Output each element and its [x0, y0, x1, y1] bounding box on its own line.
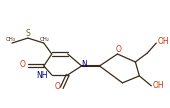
Text: O: O: [20, 60, 26, 69]
Text: CH₃: CH₃: [6, 37, 16, 42]
Text: O: O: [55, 82, 61, 91]
Text: N: N: [82, 60, 88, 69]
Text: S: S: [26, 29, 30, 38]
Text: NH: NH: [36, 71, 48, 80]
Text: O: O: [116, 44, 121, 54]
Text: CH₂: CH₂: [40, 37, 50, 42]
Text: OH: OH: [152, 81, 164, 90]
Text: OH: OH: [157, 37, 169, 46]
